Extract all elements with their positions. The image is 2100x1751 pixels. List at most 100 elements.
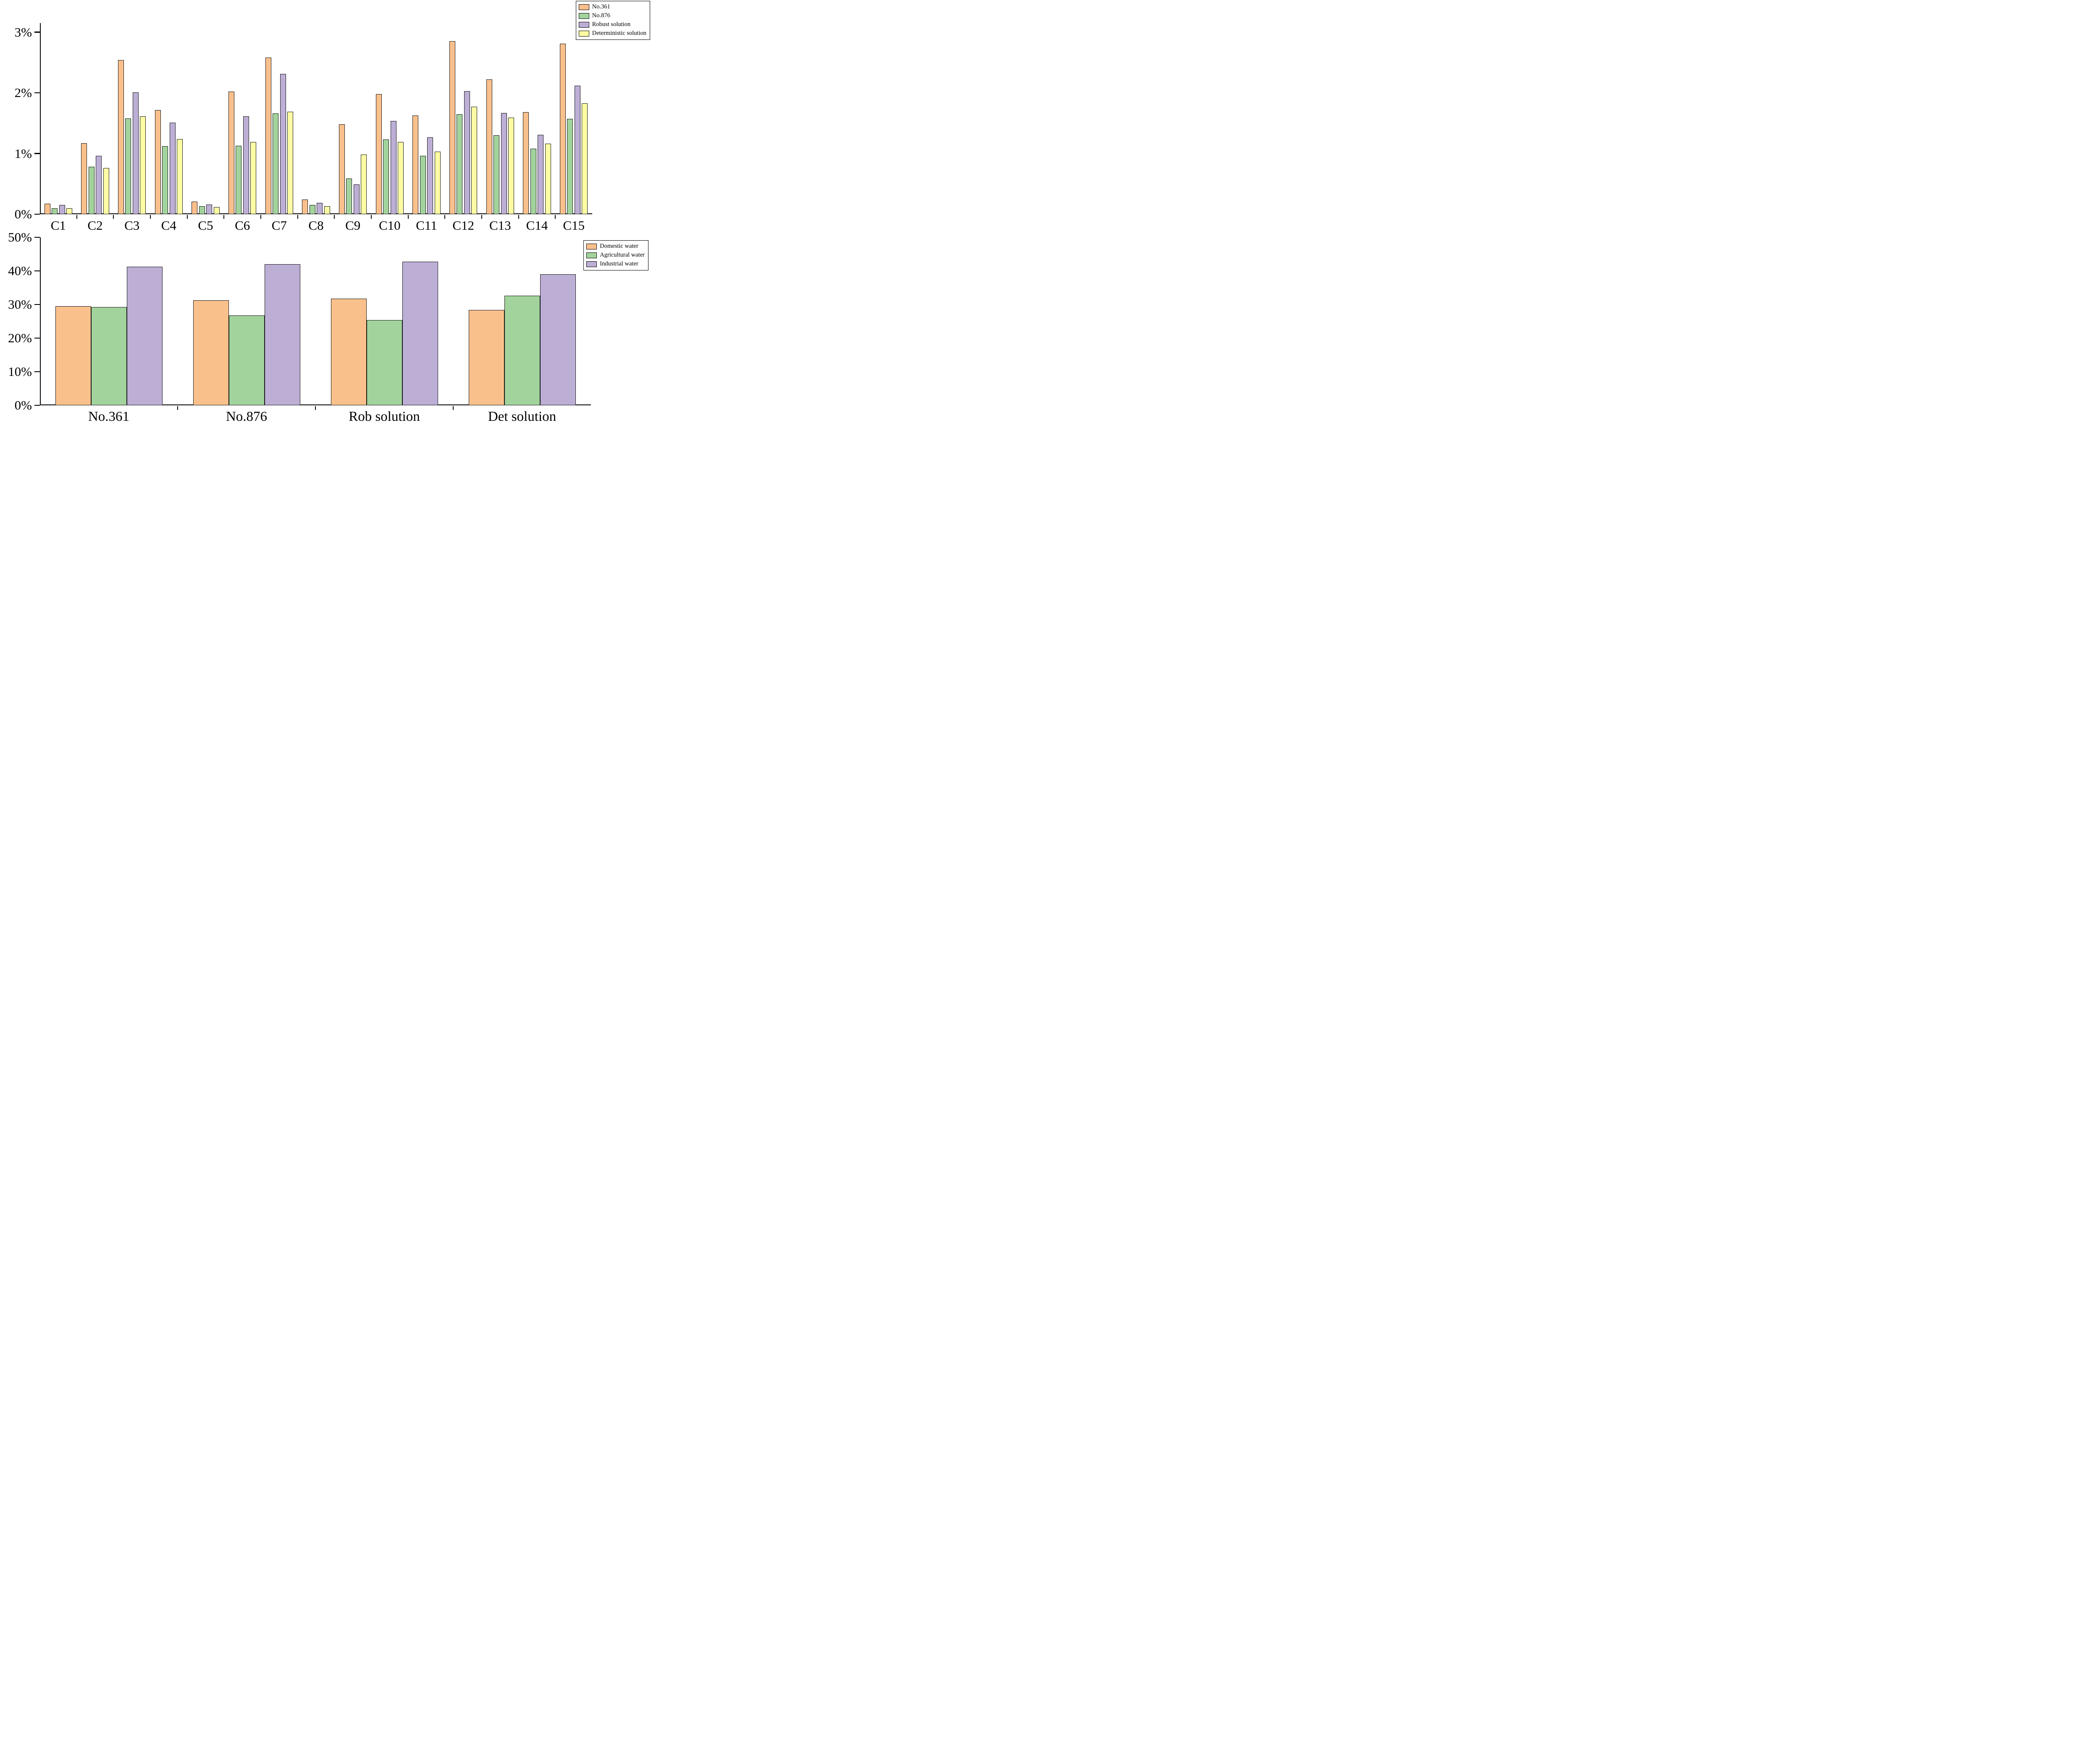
bar-robust-solution [169,122,176,214]
y-tick-mark [34,236,40,238]
bar-no-876 [125,118,131,214]
bar-domestic-water [331,298,367,405]
legend-swatch [586,243,597,249]
x-tick-mark [555,215,556,219]
bar-robust-solution [317,202,323,214]
bar-no-876 [346,178,352,214]
bar-robust-solution [132,92,139,214]
bar-robust-solution [59,205,65,214]
legend: Domestic water Agricultural water Industri… [583,240,648,270]
bar-robust-solution [464,91,470,214]
x-category-label: No.876 [226,409,268,424]
y-tick-label: 40% [8,263,32,278]
bar-no-361 [118,60,124,214]
bar-no-876 [567,119,573,214]
legend-label: Deterministic solution [592,30,646,37]
bar-industrial-water [126,267,163,405]
legend-swatch [586,252,597,258]
bar-deterministic-solution [324,206,330,214]
bar-deterministic-solution [177,139,183,214]
bar-no-876 [494,135,500,214]
y-tick-label: 10% [8,364,32,379]
legend-entry: Industrial water [586,260,645,268]
y-tick-mark [34,337,40,339]
y-tick-label: 0% [14,398,32,412]
x-tick-mark [186,215,188,219]
legend-entry: Agricultural water [586,252,645,259]
legend-swatch [586,261,597,267]
bar-domestic-water [468,310,504,405]
legend-swatch [578,4,589,10]
bar-no-361 [449,41,455,214]
x-category-label: No.361 [88,409,130,424]
bar-no-361 [375,94,382,214]
plot-area [40,237,591,405]
bar-no-361 [302,200,308,214]
x-tick-mark [407,215,409,219]
legend-entry: No.876 [578,12,646,19]
x-category-label: C13 [489,218,511,233]
bar-deterministic-solution [471,107,478,214]
bar-robust-solution [280,74,286,214]
bar-no-361 [44,204,50,214]
bar-domestic-water [193,300,229,405]
y-tick-mark [34,270,40,272]
x-tick-mark [518,215,519,219]
x-tick-mark [444,215,446,219]
y-tick-mark [34,304,40,305]
x-tick-mark [76,215,77,219]
x-tick-mark [177,406,178,410]
bar-no-361 [81,143,87,214]
x-category-label: C15 [563,218,585,233]
x-tick-mark [371,215,372,219]
bar-robust-solution [243,116,249,214]
bar-no-876 [88,167,94,214]
bar-deterministic-solution [398,142,404,214]
bar-robust-solution [390,121,396,214]
legend-entry: No.361 [578,3,646,11]
x-category-label: Rob solution [349,409,420,424]
y-tick-mark [34,153,40,154]
bar-deterministic-solution [545,144,551,214]
x-category-label: C11 [416,218,437,233]
legend-swatch [578,13,589,19]
bar-no-361 [486,79,492,214]
x-tick-mark [223,215,225,219]
bar-deterministic-solution [66,208,73,214]
x-tick-mark [260,215,261,219]
bar-industrial-water [540,274,576,405]
bar-no-361 [155,110,161,214]
x-category-label: C2 [87,218,103,233]
bar-no-361 [412,115,419,214]
bar-robust-solution [353,184,360,214]
legend-label: Industrial water [600,260,638,267]
x-tick-mark [334,215,335,219]
x-category-label: C3 [124,218,140,233]
bar-no-361 [523,112,529,214]
y-tick-mark [34,92,40,94]
x-tick-mark [481,215,482,219]
x-tick-mark [297,215,298,219]
legend-entry: Deterministic solution [578,30,646,37]
figure: 0% 1% 2% 3% C1 C2 C3 C4 C5 C6 C7 C8 C9 C10 C11 C12 C13 C1… [0,0,651,438]
x-category-label: C9 [345,218,361,233]
bar-no-876 [162,146,168,214]
bar-deterministic-solution [287,111,294,214]
bar-no-361 [559,44,566,214]
bar-no-876 [236,145,242,214]
bar-robust-solution [574,85,580,214]
bar-robust-solution [96,156,102,214]
bar-deterministic-solution [250,142,257,214]
legend: No.361 No.876 Robust solution Deterministic… [575,1,650,40]
bar-robust-solution [538,134,544,214]
bar-no-876 [199,206,205,214]
constraint-deviation-chart: 0% 1% 2% 3% C1 C2 C3 C4 C5 C6 C7 C8 C9 C10 C11 C12 C13 C1… [0,0,651,235]
x-category-label: C1 [50,218,66,233]
bar-deterministic-solution [508,118,514,214]
bar-domestic-water [55,306,91,405]
y-tick-label: 1% [14,146,32,161]
bar-no-361 [192,201,198,214]
bar-no-876 [420,156,426,214]
bar-agricultural-water [366,320,402,405]
bar-agricultural-water [504,296,540,405]
